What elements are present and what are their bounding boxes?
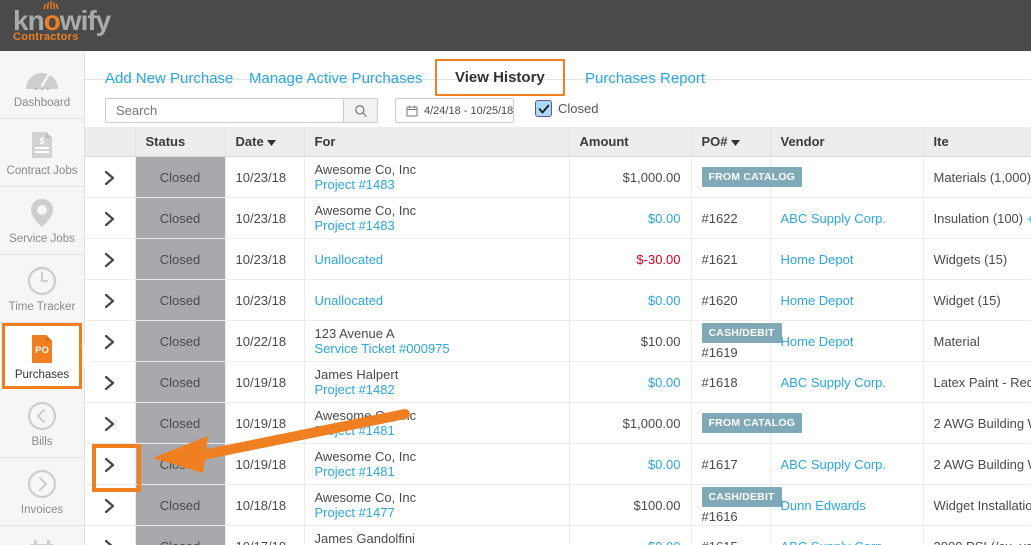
svg-text:PO: PO xyxy=(35,345,49,356)
svg-text:$: $ xyxy=(39,136,44,146)
